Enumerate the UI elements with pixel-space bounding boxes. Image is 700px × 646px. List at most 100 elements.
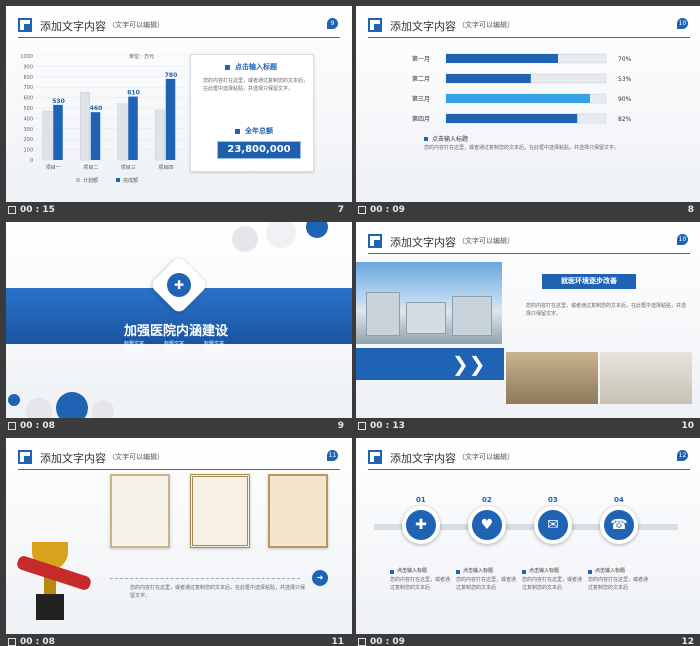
slide-subtitle: （文字可以编辑） [458, 237, 514, 245]
header-square-icon [18, 18, 32, 32]
cover-title: 加强医院内涵建设 [124, 324, 229, 339]
legend-swatch [76, 178, 80, 182]
transition-icon [358, 638, 366, 646]
row-label: 第二月 [412, 75, 430, 83]
slide-10-cell[interactable]: 添加文字内容 （文字可以编辑） 10 ❯❯ 就医环境逐步改善 您的内容打在这里，或者… [356, 222, 700, 434]
cover-item: 标题文字 [164, 341, 185, 347]
divider [110, 578, 300, 579]
slide-title: 添加文字内容 [40, 452, 106, 465]
ward-photo [506, 352, 598, 404]
bar-chart: 0 100 200 300 400 500 600 700 800 900 1000 单位：万元 530… [20, 53, 186, 184]
transition-icon [358, 206, 366, 214]
slide-subtitle: （文字可以编辑） [458, 21, 514, 29]
decor-circle [56, 392, 88, 418]
pin-icon: 10 [677, 234, 688, 245]
bar [90, 112, 101, 160]
section-text: 您的内容打在这里，或者通过复制您的文本后，在此框中选择粘贴，并选择只保留文字。 [526, 303, 687, 317]
card-text: 您的内容打在这里，或者通过复制您的文本后，在此框中选择粘贴，并选择只保留文字。 [203, 78, 309, 92]
step-number: 02 [482, 496, 492, 504]
slide-text: 您的内容打在这里，或者通过复制您的文本后，在此框中选择粘贴，并选择只保留文字。 [130, 585, 306, 599]
cover-item: 标题文字 [124, 341, 145, 347]
step-text: 您的内容打在这里，或者通过复制您的文本后 [456, 577, 517, 591]
y-tick-label: 600 [23, 96, 33, 102]
y-tick-label: 900 [23, 64, 33, 70]
slide-9[interactable]: ✚ 加强医院内涵建设 标题文字 标题文字 标题文字 标题文字 标题文字 标题文字 [6, 222, 352, 418]
slide-header: 添加文字内容 （文字可以编辑） 9 [18, 16, 340, 38]
slide-11[interactable]: 添加文字内容 （文字可以编辑） 11 ➜ 您的内容打在这里，或者通过复制您的文本后，… [6, 438, 352, 634]
data-label: 530 [52, 98, 65, 105]
arrow-right-icon[interactable]: ➜ [312, 570, 328, 586]
slide-8-cell[interactable]: 添加文字内容 （文字可以编辑） 10 第一月 70% 第二月 53% 第三月 90% 第四月 82… [356, 6, 700, 218]
y-tick-label: 800 [23, 75, 33, 81]
y-tick-label: 300 [23, 127, 33, 133]
slide-8[interactable]: 添加文字内容 （文字可以编辑） 10 第一月 70% 第二月 53% 第三月 90% 第四月 82… [356, 6, 700, 202]
accent-block: ❯❯ [356, 348, 504, 380]
slide-7-cell[interactable]: 添加文字内容 （文字可以编辑） 9 0 100 200 300 400 500 600 700 80… [6, 6, 352, 218]
trophy-image [15, 542, 93, 628]
legend-label: 计划额 [83, 177, 98, 184]
slide-time: 00 : 08 [20, 421, 55, 431]
step-label: 点击输入标题 [529, 568, 560, 574]
slide-time: 00 : 13 [370, 421, 405, 431]
room-photo [600, 352, 692, 404]
decor-circle [8, 394, 20, 406]
bar [53, 104, 63, 160]
bullet-icon [235, 129, 240, 134]
decor-circle [92, 400, 114, 418]
header-square-icon [368, 450, 382, 464]
slide-caption: 00 : 08 9 [6, 418, 352, 434]
percent-label: 82% [618, 116, 632, 123]
slide-subtitle: （文字可以编辑） [458, 453, 514, 461]
step-number: 03 [548, 496, 558, 504]
x-tick-label: 项目二 [83, 165, 98, 171]
y-tick-label: 1000 [20, 54, 33, 60]
slide-7[interactable]: 添加文字内容 （文字可以编辑） 9 0 100 200 300 400 500 600 700 80… [6, 6, 352, 202]
hospital-icon: ✚ [167, 273, 191, 297]
bar-fill [446, 94, 590, 103]
timeline-track [374, 524, 678, 530]
slide-12[interactable]: 添加文字内容 （文字可以编辑） 12 01 ✚ 点击输入标题 您的内容打在这里，或者通过复… [356, 438, 700, 634]
row-label: 第四月 [412, 115, 430, 123]
step-label: 点击输入标题 [463, 568, 494, 574]
slide-header: 添加文字内容 （文字可以编辑） 10 [368, 232, 690, 254]
transition-icon [8, 422, 16, 430]
slide-title: 添加文字内容 [390, 452, 456, 465]
slide-time: 00 : 09 [370, 637, 405, 646]
pin-icon: 12 [677, 450, 688, 461]
slide-time: 00 : 09 [370, 205, 405, 215]
pin-icon: 10 [677, 18, 688, 29]
bar [165, 78, 176, 160]
header-square-icon [368, 234, 382, 248]
total-label: 全年总额 [245, 127, 273, 135]
step-label: 点击输入标题 [397, 568, 428, 574]
slide-caption: 00 : 09 8 [356, 202, 700, 218]
y-tick-label: 500 [23, 106, 33, 112]
y-tick-label: 200 [23, 137, 33, 143]
bar-fill [446, 114, 578, 123]
slide-subtitle: （文字可以编辑） [108, 453, 164, 461]
row-label: 第三月 [412, 95, 430, 103]
percent-label: 53% [618, 76, 632, 83]
row-label: 第一月 [412, 55, 430, 63]
data-label: 610 [127, 90, 140, 97]
info-card: 点击输入标题 您的内容打在这里，或者通过复制您的文本后，在此框中选择粘贴，并选择… [190, 54, 314, 172]
slide-11-cell[interactable]: 添加文字内容 （文字可以编辑） 11 ➜ 您的内容打在这里，或者通过复制您的文本后，… [6, 438, 352, 646]
bullet-icon [522, 570, 526, 574]
slide-9-cell[interactable]: ✚ 加强医院内涵建设 标题文字 标题文字 标题文字 标题文字 标题文字 标题文字… [6, 222, 352, 434]
cover-item: 标题文字 [164, 348, 185, 354]
section-banner: 就医环境逐步改善 [542, 274, 636, 289]
certificate-image [268, 474, 328, 548]
transition-icon [358, 422, 366, 430]
slide-header: 添加文字内容 （文字可以编辑） 10 [368, 16, 690, 38]
slide-title: 添加文字内容 [390, 20, 456, 33]
data-label: 460 [90, 105, 103, 112]
total-value: 23,800,000 [217, 141, 301, 159]
slide-number: 12 [681, 637, 694, 646]
slide-12-cell[interactable]: 添加文字内容 （文字可以编辑） 12 01 ✚ 点击输入标题 您的内容打在这里，或者通过复… [356, 438, 700, 646]
percent-label: 70% [618, 56, 632, 63]
slide-10[interactable]: 添加文字内容 （文字可以编辑） 10 ❯❯ 就医环境逐步改善 您的内容打在这里，或者… [356, 222, 700, 418]
note-text: 您的内容打在这里，或者通过复制您的文本后，在此框中选择粘贴，并选择只保留文字。 [424, 145, 620, 151]
slide-title: 添加文字内容 [40, 20, 106, 33]
step-label: 点击输入标题 [595, 568, 626, 574]
